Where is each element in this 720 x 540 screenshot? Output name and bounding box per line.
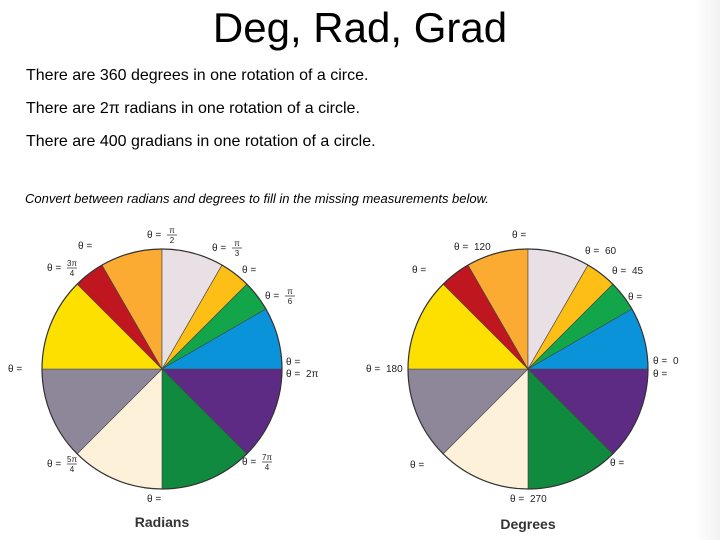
degrees-angle-prefix: θ = bbox=[610, 458, 624, 469]
degrees-angle-prefix: θ = bbox=[512, 230, 526, 241]
degrees-fact: There are 360 degrees in one rotation of… bbox=[26, 67, 369, 84]
radians-fraction-numerator: π bbox=[234, 239, 240, 248]
degrees-angle-prefix: θ = bbox=[410, 460, 424, 471]
radians-fraction-numerator: 5π bbox=[67, 455, 77, 464]
degrees-angle-label: θ = 60 bbox=[585, 246, 617, 257]
radians-fraction-denominator: 3 bbox=[235, 249, 240, 258]
degrees-wheel: Degrees θ = θ = 60 θ = 45 θ = θ = 0 θ = θ = θ = 270… bbox=[366, 230, 679, 532]
radians-angle-prefix: θ = bbox=[47, 459, 61, 470]
radians-wheel: Radians θ = π2θ = π3θ =θ = π6θ =θ = 2πθ = 7π4… bbox=[8, 226, 319, 530]
degrees-angle-label: θ = bbox=[628, 292, 642, 303]
degrees-angle-label: θ = 180 bbox=[366, 364, 403, 375]
radians-fraction-denominator: 6 bbox=[288, 297, 293, 306]
radians-angle-label: θ = π2 bbox=[147, 226, 177, 245]
radians-angle-prefix: θ = bbox=[8, 364, 22, 375]
radians-angle-label: θ = π6 bbox=[265, 287, 295, 306]
degrees-angle-label: θ = 120 bbox=[454, 242, 491, 253]
degrees-angle-prefix: θ = bbox=[585, 246, 599, 257]
degrees-angle-value: 45 bbox=[632, 266, 644, 277]
degrees-angle-value: 0 bbox=[673, 356, 679, 367]
degrees-angle-prefix: θ = bbox=[612, 266, 626, 277]
radians-angle-prefix: θ = bbox=[286, 369, 300, 380]
degrees-angle-prefix: θ = bbox=[454, 242, 468, 253]
slide-edge-shade bbox=[695, 0, 720, 540]
radians-angle-label: θ = 2π bbox=[286, 369, 319, 380]
degrees-caption: Degrees bbox=[500, 516, 555, 532]
degrees-angle-label: θ = bbox=[610, 458, 624, 469]
degrees-angle-prefix: θ = bbox=[628, 292, 642, 303]
radians-angle-label: θ = 7π4 bbox=[242, 453, 272, 472]
degrees-angle-label: θ = bbox=[653, 369, 667, 380]
degrees-angle-label: θ = 270 bbox=[510, 494, 547, 505]
radians-fraction-numerator: 3π bbox=[67, 259, 77, 268]
degrees-angle-label: θ = bbox=[512, 230, 526, 241]
radians-angle-label: θ = bbox=[78, 241, 92, 252]
radians-angle-prefix: θ = bbox=[242, 457, 256, 468]
radians-angle-prefix: θ = bbox=[265, 291, 279, 302]
radians-fact: There are 2π radians in one rotation of … bbox=[26, 100, 360, 117]
radians-angle-label: θ = bbox=[8, 364, 22, 375]
degrees-wheel-outline bbox=[407, 248, 649, 490]
radians-angle-prefix: θ = bbox=[47, 263, 61, 274]
degrees-angle-prefix: θ = bbox=[510, 494, 524, 505]
radians-fraction-denominator: 2 bbox=[170, 236, 175, 245]
degrees-angle-label: θ = 45 bbox=[612, 266, 644, 277]
radians-angle-label: θ = bbox=[147, 494, 161, 505]
degrees-angle-label: θ = bbox=[412, 265, 426, 276]
degrees-angle-value: 270 bbox=[530, 494, 547, 505]
radians-angle-label: θ = 5π4 bbox=[47, 455, 77, 474]
degrees-angle-value: 60 bbox=[605, 246, 617, 257]
radians-fraction-denominator: 4 bbox=[70, 269, 75, 278]
radians-angle-prefix: θ = bbox=[286, 357, 300, 368]
radians-angle-prefix: θ = bbox=[147, 494, 161, 505]
radians-angle-label: θ = bbox=[242, 265, 256, 276]
radians-wheel-outline bbox=[41, 248, 283, 490]
radians-angle-prefix: θ = bbox=[242, 265, 256, 276]
degrees-angle-prefix: θ = bbox=[653, 369, 667, 380]
radians-fraction-numerator: 7π bbox=[262, 453, 272, 462]
radians-angle-prefix: θ = bbox=[78, 241, 92, 252]
radians-angle-value: 2π bbox=[306, 369, 319, 380]
radians-angle-prefix: θ = bbox=[212, 243, 226, 254]
radians-caption: Radians bbox=[135, 514, 190, 530]
degrees-angle-label: θ = 0 bbox=[653, 356, 679, 367]
degrees-angle-label: θ = bbox=[410, 460, 424, 471]
gradians-fact: There are 400 gradians in one rotation o… bbox=[26, 133, 376, 150]
instruction-text: Convert between radians and degrees to f… bbox=[25, 191, 489, 206]
degrees-angle-value: 120 bbox=[474, 242, 491, 253]
degrees-angle-value: 180 bbox=[386, 364, 403, 375]
radians-angle-label: θ = bbox=[286, 357, 300, 368]
slide-title: Deg, Rad, Grad bbox=[212, 4, 508, 51]
radians-fraction-numerator: π bbox=[287, 287, 293, 296]
degrees-angle-prefix: θ = bbox=[653, 356, 667, 367]
radians-fraction-denominator: 4 bbox=[265, 463, 270, 472]
degrees-angle-prefix: θ = bbox=[366, 364, 380, 375]
radians-angle-label: θ = 3π4 bbox=[47, 259, 77, 278]
radians-angle-prefix: θ = bbox=[147, 230, 161, 241]
degrees-angle-prefix: θ = bbox=[412, 265, 426, 276]
radians-angle-label: θ = π3 bbox=[212, 239, 242, 258]
radians-fraction-denominator: 4 bbox=[70, 465, 75, 474]
radians-fraction-numerator: π bbox=[169, 226, 175, 235]
